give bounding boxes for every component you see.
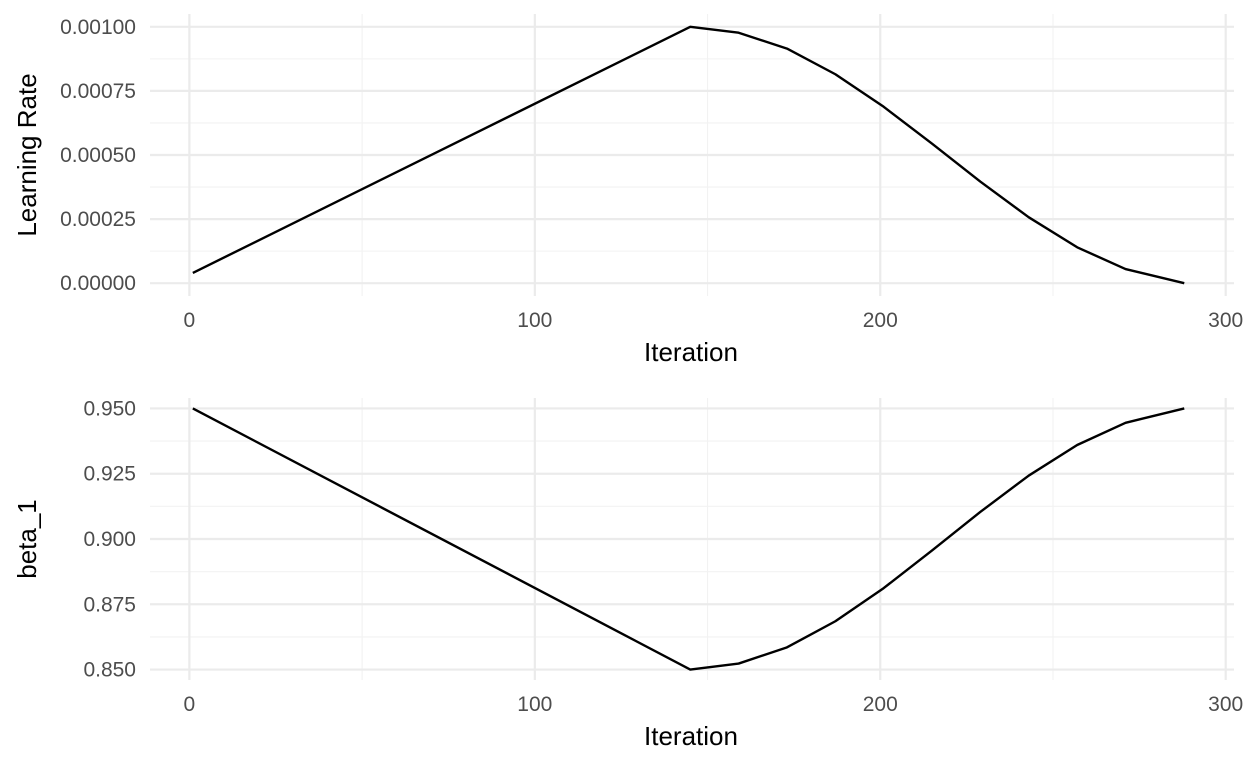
top-panel-gridlines [150,14,1234,296]
top-x-tick-label: 0 [184,309,196,332]
top-x-tick-label: 100 [517,309,552,332]
bottom-panel-gridlines [150,398,1234,680]
bottom-panel-y-tick-labels: 0.850 0.875 0.900 0.925 0.950 [83,397,136,681]
top-panel-series [192,25,1185,285]
bottom-panel: 0.850 0.875 0.900 0.925 0.950 0 100 200 300 Ite… [12,397,1243,751]
bottom-panel-x-tick-labels: 0 100 200 300 [184,693,1244,716]
top-y-tick-label: 0.00050 [60,144,136,167]
bottom-series-line [192,407,1185,671]
top-panel-y-axis-title: Learning Rate [12,73,42,236]
bottom-y-tick-label: 0.950 [83,397,136,420]
bottom-x-tick-label: 0 [184,693,196,716]
bottom-panel-series [192,407,1185,671]
top-y-tick-label: 0.00075 [60,80,136,103]
top-x-tick-label: 300 [1208,309,1243,332]
top-y-tick-label: 0.00025 [60,208,136,231]
bottom-x-tick-label: 300 [1208,693,1243,716]
bottom-panel-x-axis-title: Iteration [644,721,738,751]
bottom-y-tick-label: 0.850 [83,659,136,682]
top-y-tick-label: 0.00100 [60,16,136,39]
top-y-tick-label: 0.00000 [60,272,136,295]
top-panel-y-tick-labels: 0.00000 0.00025 0.00050 0.00075 0.00100 [60,16,136,295]
top-series-line [192,25,1185,285]
top-panel-x-axis-title: Iteration [644,337,738,367]
top-panel: 0.00000 0.00025 0.00050 0.00075 0.00100 0 100… [12,14,1243,367]
bottom-panel-y-axis-title: beta_1 [12,499,42,579]
bottom-y-tick-label: 0.900 [83,528,136,551]
bottom-y-tick-label: 0.875 [83,593,136,616]
bottom-y-tick-label: 0.925 [83,463,136,486]
top-panel-x-tick-labels: 0 100 200 300 [184,309,1244,332]
bottom-x-tick-label: 200 [863,693,898,716]
bottom-x-tick-label: 100 [517,693,552,716]
top-x-tick-label: 200 [863,309,898,332]
